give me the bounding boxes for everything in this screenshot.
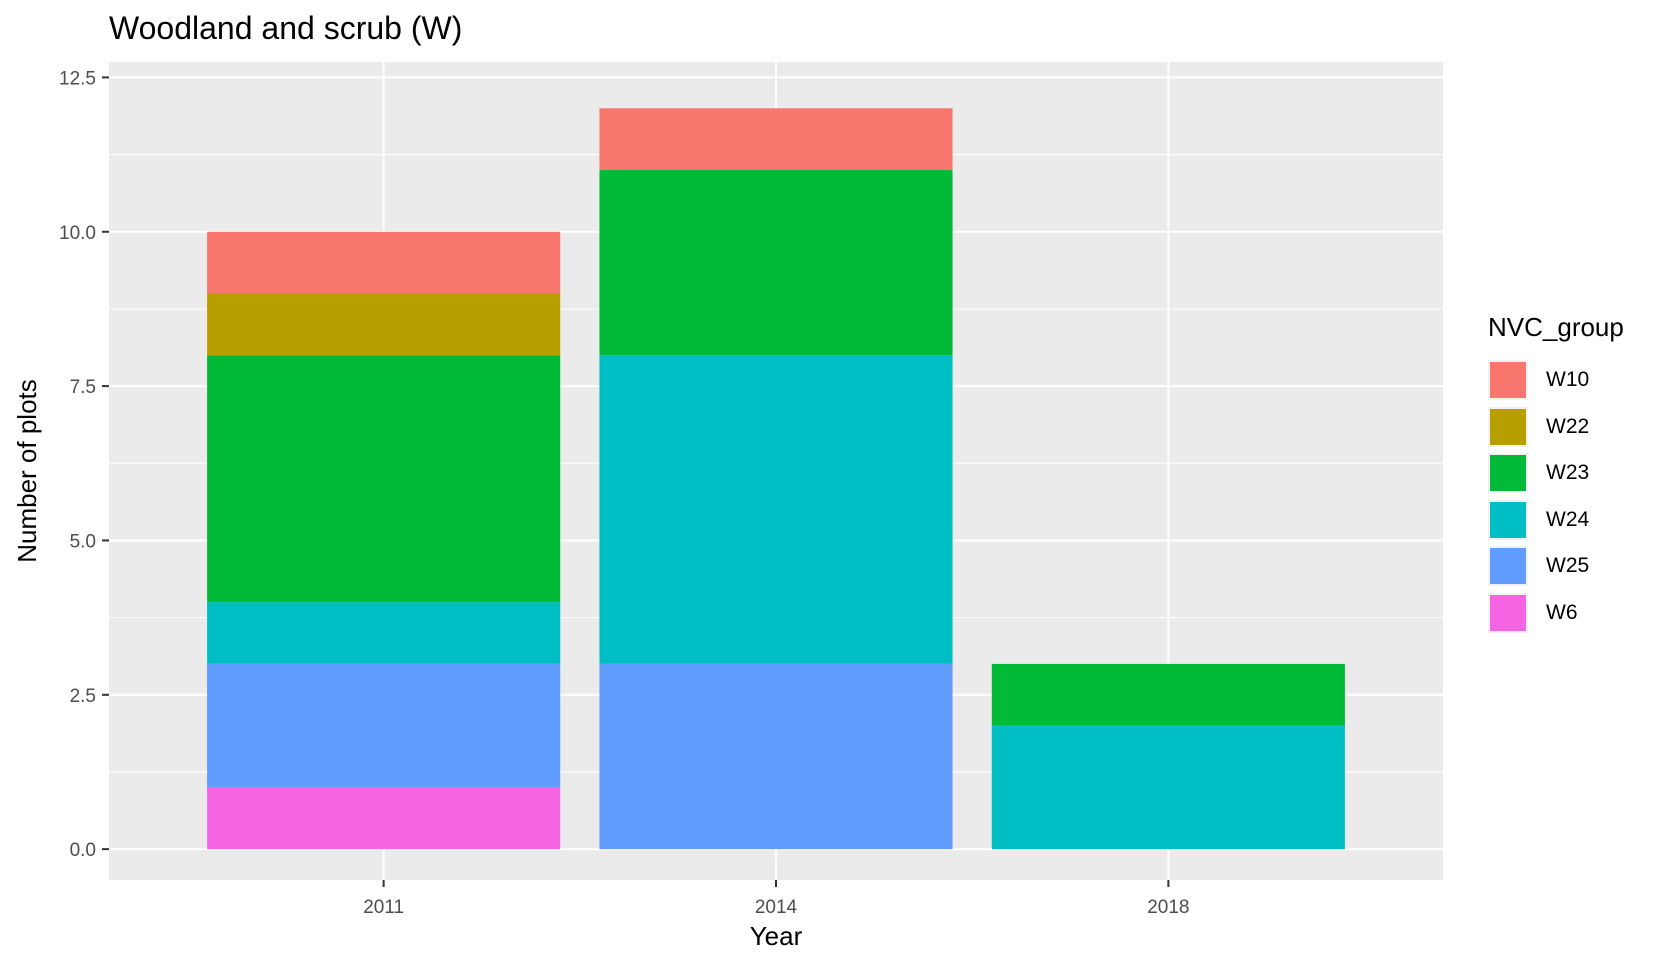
bar-segment-w23-2011 bbox=[207, 355, 561, 603]
bar-segment-w23-2014 bbox=[599, 170, 953, 356]
legend-item-w23: W23 bbox=[1488, 450, 1624, 497]
y-tick-label: 7.5 bbox=[70, 377, 96, 398]
bar-segment-w25-2014 bbox=[599, 663, 953, 850]
x-tick-label: 2014 bbox=[755, 897, 798, 918]
legend-label: W23 bbox=[1546, 461, 1590, 485]
legend-key bbox=[1488, 499, 1528, 540]
legend-key bbox=[1488, 453, 1528, 494]
bar-segment-w10-2011 bbox=[207, 231, 561, 294]
bar-segment-w25-2011 bbox=[207, 663, 561, 788]
axes: 0.0 2.5 5.0 7.5 10.0 12.5 2011 2014 2018 bbox=[59, 68, 1189, 918]
legend-label: W10 bbox=[1546, 368, 1590, 392]
legend-items: W10 W22 W23 W24 W25 W6 bbox=[1488, 357, 1624, 636]
legend-item-w24: W24 bbox=[1488, 497, 1624, 544]
bar-segment-w23-2018 bbox=[991, 663, 1345, 726]
chart-title: Woodland and scrub (W) bbox=[109, 10, 463, 46]
legend-label: W22 bbox=[1546, 414, 1590, 438]
legend-item-w25: W25 bbox=[1488, 543, 1624, 590]
y-tick-label: 5.0 bbox=[70, 531, 96, 552]
legend-item-w22: W22 bbox=[1488, 404, 1624, 451]
x-tick-label: 2018 bbox=[1147, 897, 1189, 918]
legend-key bbox=[1488, 546, 1528, 587]
bar-segment-w10-2014 bbox=[599, 108, 953, 171]
legend-label: W24 bbox=[1546, 507, 1590, 531]
legend-label: W6 bbox=[1546, 600, 1578, 624]
y-tick-label: 12.5 bbox=[59, 68, 96, 89]
legend-key bbox=[1488, 592, 1528, 633]
bar-segment-w24-2011 bbox=[207, 602, 561, 664]
legend-item-w6: W6 bbox=[1488, 590, 1624, 637]
bar-segment-w24-2014 bbox=[599, 355, 953, 664]
bar-segment-w24-2018 bbox=[991, 725, 1345, 850]
bar-segment-w6-2011 bbox=[207, 787, 561, 850]
bar-segment-w22-2011 bbox=[207, 293, 561, 356]
legend-item-w10: W10 bbox=[1488, 357, 1624, 404]
y-tick-label: 2.5 bbox=[70, 686, 96, 707]
y-tick-label: 10.0 bbox=[59, 223, 96, 244]
y-tick-label: 0.0 bbox=[70, 840, 96, 861]
x-axis-label: Year bbox=[750, 921, 803, 951]
x-tick-label: 2011 bbox=[363, 897, 404, 918]
legend: NVC_group W10 W22 W23 W24 W25 W6 bbox=[1488, 312, 1624, 636]
y-axis-label: Number of plots bbox=[12, 379, 42, 563]
legend-key bbox=[1488, 406, 1528, 447]
legend-title: NVC_group bbox=[1488, 312, 1624, 342]
bars bbox=[207, 108, 1345, 850]
legend-key bbox=[1488, 360, 1528, 401]
legend-label: W25 bbox=[1546, 554, 1590, 578]
